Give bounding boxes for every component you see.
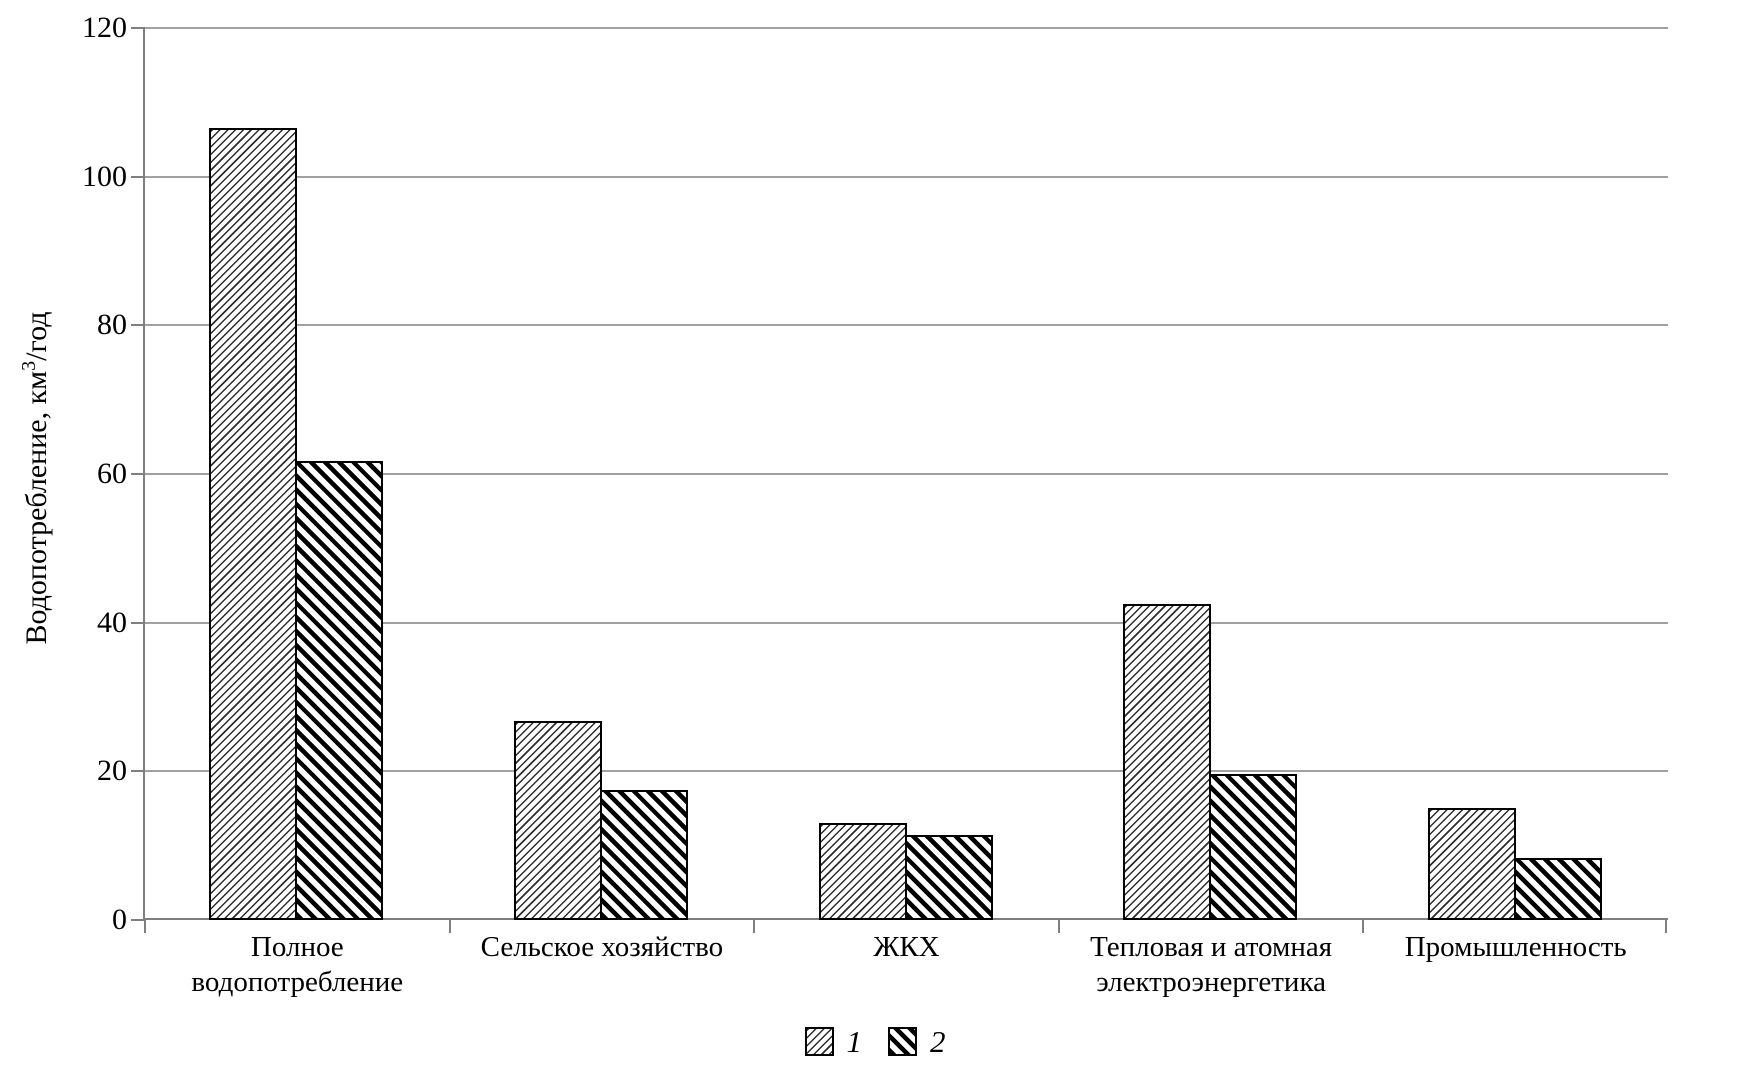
gridline-20 — [145, 770, 1668, 773]
bar-series1-cat5 — [1427, 808, 1516, 920]
bar-series2-cat3 — [904, 835, 993, 920]
plot-area: Полное водопотребление Сельское хозяйство… — [131, 27, 1668, 998]
x-axis-tick-5 — [1665, 920, 1667, 933]
x-category-label-4: Тепловая и атомная электроэнергетика — [1090, 931, 1333, 998]
legend-item-2: 2 — [888, 1026, 946, 1057]
y-axis-tick-60 — [131, 473, 145, 475]
y-axis-tick-120 — [131, 27, 145, 29]
bar-series2-cat2 — [599, 790, 688, 920]
gridline-40 — [145, 621, 1668, 624]
y-tick-label: 60 — [97, 457, 127, 490]
legend-label-1: 1 — [846, 1024, 863, 1059]
y-axis-tick-labels: 0 20 40 60 80 100 120 — [0, 11, 127, 936]
x-axis-tick-2 — [753, 920, 756, 933]
bar-series1-cat1 — [209, 128, 298, 920]
bar-series1-cat3 — [818, 823, 907, 920]
bar-series1-cat2 — [513, 721, 602, 920]
gridline-100 — [145, 175, 1668, 178]
y-tick-label: 20 — [97, 754, 127, 788]
x-axis-tick-1 — [448, 920, 451, 933]
y-axis-tick-40 — [131, 621, 145, 624]
bar-series2-cat5 — [1513, 858, 1602, 920]
forward-diagonal-hatch-swatch-icon — [804, 1027, 834, 1056]
y-tick-label: 80 — [97, 308, 127, 342]
backward-diagonal-hatch-swatch-icon — [888, 1027, 917, 1056]
y-tick-label: 120 — [82, 11, 127, 44]
bar-series2-cat4 — [1209, 774, 1298, 920]
x-category-label-2: Сельское хозяйство — [480, 931, 724, 963]
y-axis-tick-0 — [131, 919, 145, 921]
y-axis-tick-80 — [131, 324, 145, 327]
y-tick-label: 40 — [97, 605, 127, 639]
legend-item-1: 1 — [804, 1024, 863, 1059]
bar-series2-cat1 — [295, 461, 384, 920]
bar-series1-cat4 — [1123, 604, 1212, 920]
x-axis-tick-4 — [1362, 920, 1365, 933]
y-axis-tick-20 — [131, 770, 145, 773]
gridline-60 — [145, 473, 1668, 475]
gridline-120 — [145, 27, 1668, 29]
x-category-label-5: Промышленность — [1404, 931, 1627, 963]
y-tick-label: 100 — [82, 159, 127, 193]
gridline-80 — [145, 324, 1668, 327]
x-axis-tick-3 — [1057, 920, 1060, 933]
x-category-label-1: Полное водопотребление — [191, 931, 404, 998]
y-tick-label: 0 — [112, 903, 127, 936]
x-axis-tick-0 — [144, 920, 146, 933]
y-axis-line — [143, 28, 145, 920]
legend-label-2: 2 — [930, 1024, 946, 1059]
x-category-label-3: ЖКХ — [873, 931, 940, 963]
y-axis-tick-100 — [131, 175, 145, 178]
